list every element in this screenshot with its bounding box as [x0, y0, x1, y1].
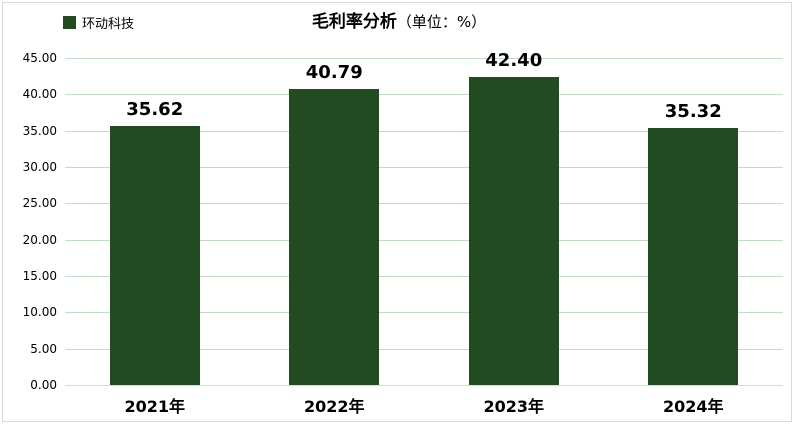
bar-2021年 — [109, 126, 200, 385]
chart-title-unit: （单位：%） — [396, 13, 487, 31]
y-tick-label: 45.00 — [22, 51, 57, 65]
y-tick-label: 15.00 — [22, 269, 57, 283]
bar-value-label: 35.32 — [664, 101, 722, 123]
gridline — [65, 94, 783, 96]
x-category-label: 2024年 — [662, 397, 724, 416]
y-tick-label: 10.00 — [22, 305, 57, 320]
x-category-label: 2023年 — [483, 397, 545, 416]
bar-value-label: 40.79 — [305, 61, 363, 83]
y-tick-label: 25.00 — [22, 196, 57, 211]
y-tick-label: 35.00 — [22, 123, 57, 138]
bar-2023年 — [468, 76, 559, 385]
y-tick-label: 5.00 — [30, 341, 57, 356]
bar-value-label: 42.40 — [485, 49, 543, 71]
legend-series-label: 环动科技 — [82, 17, 135, 32]
bar-2022年 — [289, 88, 380, 385]
y-tick-label: 0.00 — [30, 378, 57, 392]
x-category-label: 2022年 — [303, 397, 365, 416]
legend: 环动科技 — [63, 13, 134, 32]
chart-title: 毛利率分析（单位：%） — [0, 7, 798, 32]
x-axis-line — [65, 385, 783, 386]
y-tick-label: 30.00 — [22, 160, 57, 174]
bar-2024年 — [648, 128, 739, 385]
x-category-label: 2021年 — [124, 397, 186, 416]
chart-title-main: 毛利率分析 — [311, 12, 397, 32]
bar-value-label: 35.62 — [126, 99, 184, 121]
y-tick-label: 40.00 — [22, 87, 57, 102]
y-tick-label: 20.00 — [22, 232, 57, 247]
legend-swatch-icon — [63, 16, 76, 29]
